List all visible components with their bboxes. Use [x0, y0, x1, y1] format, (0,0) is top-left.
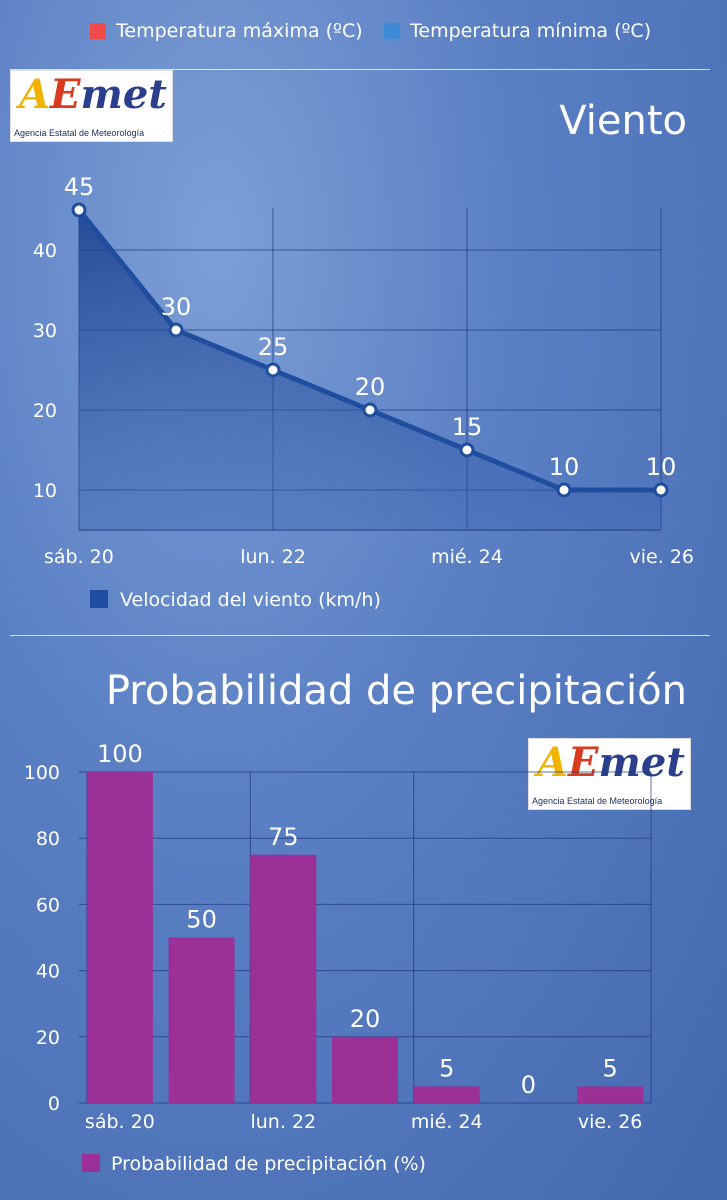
precip-x-tick-label: sáb. 20: [85, 1111, 155, 1133]
precip-x-tick-label: lun. 22: [250, 1111, 316, 1133]
precip-data-label: 5: [603, 1054, 618, 1082]
wind-chart-title: Viento: [559, 98, 687, 144]
aemet-logo-precip: AEmet Agencia Estatal de Meteorología: [528, 738, 691, 810]
precip-bar[interactable]: [250, 854, 317, 1103]
precip-y-tick-label: 80: [36, 828, 60, 850]
wind-x-tick-label: lun. 22: [240, 546, 306, 568]
precip-data-label: 100: [97, 740, 143, 768]
precip-data-label: 20: [350, 1005, 381, 1033]
legend-item-min-temp[interactable]: Temperatura mínima (ºC): [384, 20, 651, 42]
legend-swatch-max-temp: [90, 23, 106, 39]
wind-data-point[interactable]: [362, 402, 378, 418]
precip-y-tick-label: 40: [36, 961, 60, 983]
precip-x-tick-label: vie. 26: [578, 1111, 642, 1133]
precip-x-tick-label: mié. 24: [411, 1111, 483, 1133]
precip-bar[interactable]: [413, 1086, 480, 1103]
wind-y-tick-label: 40: [33, 240, 57, 262]
wind-data-point[interactable]: [168, 322, 184, 338]
legend-label-min-temp: Temperatura mínima (ºC): [410, 20, 652, 42]
wind-data-label: 10: [646, 453, 677, 481]
aemet-logo-mark: AEmet: [19, 71, 167, 118]
wind-x-tick-label: sáb. 20: [44, 546, 114, 568]
precip-y-tick-label: 0: [48, 1093, 60, 1115]
wind-data-label: 20: [355, 373, 386, 401]
precip-bar[interactable]: [168, 937, 235, 1104]
aemet-logo-caption: Agencia Estatal de Meteorología: [532, 796, 663, 806]
precip-data-label: 5: [439, 1054, 454, 1082]
precip-data-label: 75: [268, 823, 299, 851]
wind-data-point[interactable]: [653, 482, 669, 498]
wind-data-label: 30: [161, 293, 192, 321]
precip-bar[interactable]: [577, 1086, 644, 1103]
aemet-logo-caption: Agencia Estatal de Meteorología: [14, 128, 145, 138]
wind-x-tick-label: vie. 26: [630, 546, 694, 568]
precip-legend-swatch: [82, 1154, 100, 1172]
wind-data-point[interactable]: [265, 362, 281, 378]
precip-chart-title: Probabilidad de precipitación: [105, 668, 687, 714]
precip-y-tick-label: 60: [36, 894, 60, 916]
precip-y-tick-label: 100: [24, 762, 60, 784]
aemet-logo-mark: AEmet: [537, 739, 685, 786]
wind-y-tick-label: 10: [33, 480, 57, 502]
wind-data-point[interactable]: [556, 482, 572, 498]
precip-data-label: 0: [521, 1071, 536, 1099]
wind-area-fill: [79, 210, 661, 530]
legend-item-max-temp[interactable]: Temperatura máxima (ºC): [90, 20, 363, 42]
legend-label-max-temp: Temperatura máxima (ºC): [116, 20, 363, 42]
wind-legend-swatch: [90, 590, 108, 608]
wind-y-tick-label: 20: [33, 400, 57, 422]
wind-x-tick-label: mié. 24: [431, 546, 503, 568]
section-divider-middle: [10, 635, 710, 636]
precip-data-label: 50: [186, 906, 217, 934]
wind-legend-label: Velocidad del viento (km/h): [120, 589, 381, 611]
legend-swatch-min-temp: [384, 23, 400, 39]
wind-data-label: 45: [64, 173, 95, 201]
precip-bar[interactable]: [86, 772, 153, 1103]
section-divider-top: [10, 69, 710, 70]
wind-data-point[interactable]: [459, 442, 475, 458]
wind-data-label: 25: [258, 333, 289, 361]
wind-y-tick-label: 30: [33, 320, 57, 342]
wind-data-label: 10: [549, 453, 580, 481]
wind-data-label: 15: [452, 413, 483, 441]
precip-legend-label: Probabilidad de precipitación (%): [111, 1153, 426, 1175]
temperature-legend: Temperatura máxima (ºC) Temperatura míni…: [0, 18, 727, 48]
aemet-logo-wind: AEmet Agencia Estatal de Meteorología: [10, 70, 173, 142]
wind-data-point[interactable]: [71, 202, 87, 218]
precip-y-tick-label: 20: [36, 1027, 60, 1049]
precip-bar[interactable]: [332, 1036, 398, 1103]
wind-chart: 45 30 25 20 15 10 10 10 20 30 40 sáb. 20 lun. 22 mi…: [33, 173, 694, 611]
